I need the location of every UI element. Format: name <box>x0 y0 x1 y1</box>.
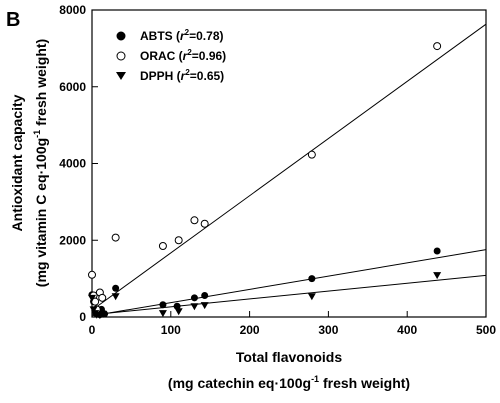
y-axis: 0 2000 4000 6000 8000 <box>59 3 98 324</box>
x-tick-label: 200 <box>240 323 260 337</box>
point-abts <box>190 294 198 302</box>
y-axis-title: Antioxidant capacity <box>9 94 25 231</box>
panel-label: B <box>6 9 20 31</box>
legend-label-abts: ABTS (r2=0.78) <box>140 28 223 43</box>
y-tick-label: 4000 <box>59 157 86 171</box>
point-orac <box>91 297 100 306</box>
y-tick-label: 8000 <box>59 3 86 17</box>
point-dpph <box>89 306 98 314</box>
point-dpph <box>190 303 199 311</box>
fit-line-orac <box>91 23 487 311</box>
y-tick-label: 2000 <box>59 233 86 247</box>
fit-line-abts <box>91 249 487 317</box>
point-dpph <box>158 310 167 318</box>
point-dpph <box>88 294 96 302</box>
x-axis-title: Total flavonoids <box>236 349 343 365</box>
regression-lines <box>91 23 487 317</box>
fit-line-dpph <box>91 274 487 316</box>
point-orac <box>158 242 167 251</box>
x-tick-label: 0 <box>89 323 96 337</box>
y-axis-subtitle: (mg vitamin C eq·100g-1 fresh weight) <box>32 39 49 287</box>
legend-marker-orac <box>116 51 126 61</box>
x-tick-label: 500 <box>476 323 496 337</box>
point-dpph <box>200 302 209 310</box>
data-points <box>88 42 442 320</box>
plot-area: 0 100 200 300 400 500 0 2000 4000 6000 8000 <box>59 3 496 337</box>
legend-label-orac: ORAC (r2=0.96) <box>140 48 226 63</box>
point-orac <box>174 236 183 245</box>
point-abts <box>173 302 181 310</box>
point-abts <box>112 284 120 292</box>
point-orac <box>307 150 316 159</box>
point-orac <box>190 216 199 225</box>
point-abts <box>201 292 209 300</box>
point-abts <box>159 301 167 309</box>
y-tick-label: 6000 <box>59 80 86 94</box>
point-dpph <box>174 308 183 316</box>
legend: ABTS (r2=0.78) ORAC (r2=0.96) DPPH (r2=0… <box>116 28 226 83</box>
x-tick-label: 300 <box>318 323 338 337</box>
point-orac <box>98 293 107 302</box>
x-axis: 0 100 200 300 400 500 <box>89 311 496 337</box>
point-orac <box>200 219 209 228</box>
point-dpph <box>111 293 120 301</box>
x-axis-subtitle: (mg catechin eq·100g-1 fresh weight) <box>168 374 410 391</box>
legend-label-dpph: DPPH (r2=0.65) <box>140 68 224 83</box>
point-orac <box>111 233 120 242</box>
point-abts <box>433 247 441 255</box>
x-tick-label: 400 <box>397 323 417 337</box>
point-orac <box>433 42 442 51</box>
point-dpph <box>307 293 316 301</box>
x-tick-label: 100 <box>161 323 181 337</box>
point-abts <box>308 275 316 283</box>
point-dpph <box>99 310 108 318</box>
point-dpph <box>433 272 442 280</box>
legend-marker-dpph <box>116 72 126 80</box>
point-orac <box>88 270 96 279</box>
y-tick-label: 0 <box>79 310 86 324</box>
legend-marker-abts <box>116 31 126 41</box>
